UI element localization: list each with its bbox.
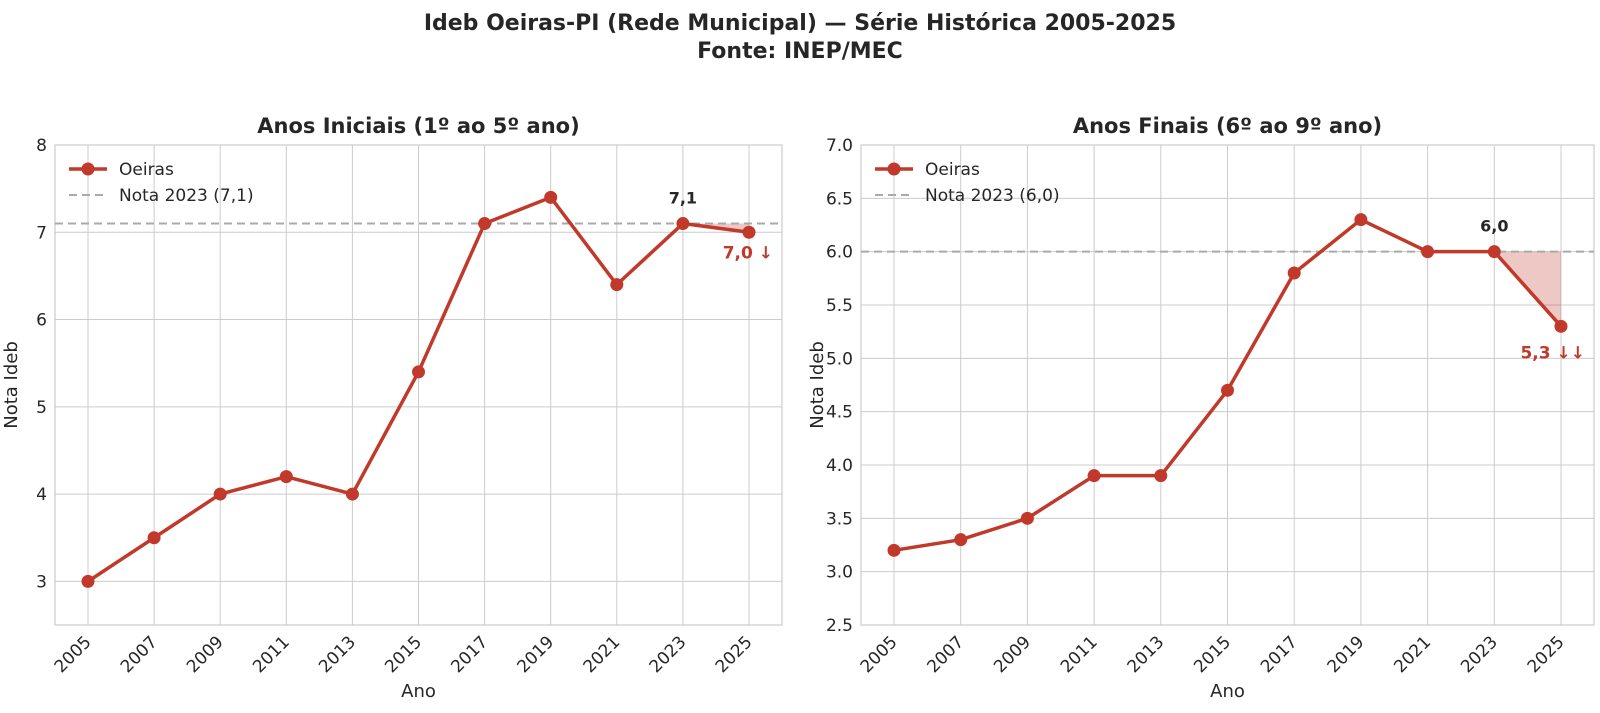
data-point [544,190,558,204]
legend: Oeiras Nota 2023 (7,1) [69,160,254,206]
chart-panel-2: 2.5 3.0 3.5 4.0 4.5 5.0 5.5 6.0 6.5 7.0 2005 2007 20… [807,114,1595,702]
x-tick-label: 2025 [712,632,757,677]
chart-title: Anos Finais (6º ao 9º ano) [1073,114,1382,138]
annotation-latest-value: 5,3 ↓↓ [1520,343,1585,363]
y-tick-label: 5 [36,398,47,418]
annotation-reference-value: 7,1 [669,189,697,208]
x-tick-label: 2021 [580,632,625,677]
x-tick-label: 2025 [1524,632,1569,677]
data-point [213,487,227,501]
y-tick-label: 4 [36,485,47,505]
y-tick-label: 3.0 [826,563,853,583]
y-tick-label: 5.0 [826,349,853,369]
y-tick-label: 3.5 [826,509,853,529]
data-point [1020,511,1034,525]
x-tick-label: 2021 [1390,632,1435,677]
legend-series-label: Oeiras [119,160,174,180]
data-point [1221,383,1234,397]
y-tick-label: 3 [36,572,47,592]
x-tick-label: 2009 [183,632,228,677]
legend-series-label: Oeiras [925,160,980,180]
figure-title-line-1: Ideb Oeiras-PI (Rede Municipal) — Série … [423,11,1177,36]
chart-title: Anos Iniciais (1º ao 5º ano) [257,114,579,138]
data-point [345,487,359,501]
x-tick-label: 2017 [1257,632,1302,677]
data-point [478,217,492,231]
data-point [412,365,425,379]
data-point [742,225,756,239]
data-point [1487,245,1501,259]
data-point [1287,266,1301,280]
x-axis-label: Ano [401,681,436,702]
y-tick-label: 6.0 [826,243,853,263]
x-tick-label: 2005 [857,632,902,677]
annotation-reference-value: 6,0 [1480,217,1508,236]
x-tick-label: 2015 [381,632,426,677]
legend-reference-label: Nota 2023 (6,0) [925,186,1060,206]
y-tick-label: 5.5 [826,296,853,316]
figure-title: Ideb Oeiras-PI (Rede Municipal) — Série … [0,10,1600,66]
plot-frame [860,144,1595,626]
legend-series-marker [887,162,901,176]
y-tick-label: 2.5 [826,616,853,636]
x-tick-label: 2013 [1124,632,1169,677]
legend-reference-label: Nota 2023 (7,1) [119,186,254,206]
data-point [147,531,161,545]
plot-frame [54,144,783,626]
y-tick-label: 7 [36,223,47,243]
y-tick-label: 6 [36,311,47,331]
data-point [1354,213,1368,227]
annotation-latest-value: 7,0 ↓ [723,243,773,263]
data-point [954,533,968,547]
x-tick-label: 2015 [1190,632,1235,677]
legend: Oeiras Nota 2023 (6,0) [875,160,1060,206]
data-point [279,470,293,484]
data-point [610,278,624,292]
data-point [676,217,690,231]
data-point [1087,469,1101,483]
x-axis-label: Ano [1210,681,1245,702]
y-axis-label: Nota Ideb [1,341,22,429]
x-tick-label: 2019 [514,632,559,677]
y-tick-label: 8 [36,136,47,156]
legend-series-marker [81,162,95,176]
y-tick-label: 4.5 [826,403,853,423]
data-point [81,574,95,588]
y-tick-label: 7.0 [826,136,853,156]
data-point [1154,469,1168,483]
x-tick-label: 2019 [1324,632,1369,677]
x-tick-label: 2005 [51,632,96,677]
x-tick-label: 2023 [646,632,691,677]
x-tick-label: 2011 [1057,632,1102,677]
data-point [1421,245,1435,259]
y-tick-label: 4.0 [826,456,853,476]
data-point [887,543,901,557]
figure-subtitle-source: Fonte: INEP/MEC [697,39,903,64]
x-tick-label: 2017 [447,632,492,677]
data-point [1554,319,1568,333]
x-tick-label: 2009 [990,632,1035,677]
x-tick-label: 2011 [249,632,294,677]
x-tick-label: 2013 [315,632,360,677]
y-tick-label: 6.5 [826,189,853,209]
x-tick-label: 2007 [117,632,162,677]
x-tick-label: 2007 [924,632,969,677]
x-tick-label: 2023 [1457,632,1502,677]
y-axis-label: Nota Ideb [807,341,828,429]
chart-panel-1: 3 4 5 6 7 8 2005 2007 2009 2011 2013 2015 2017 2019 20… [1,114,783,702]
